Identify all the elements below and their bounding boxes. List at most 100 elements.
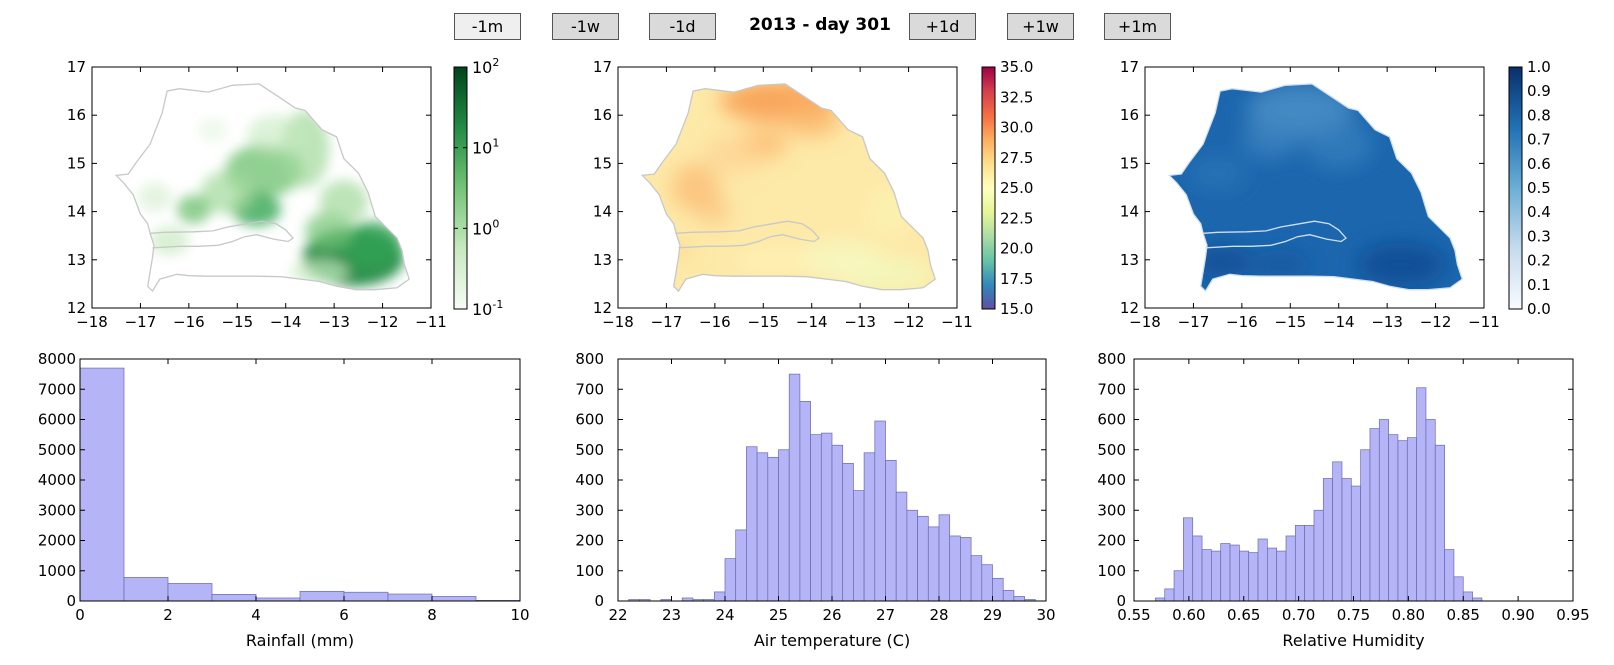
histogram-bar: [1397, 440, 1408, 602]
x-tick-label: −12: [367, 313, 399, 331]
y-tick-label: 17: [1120, 58, 1139, 76]
plus-one-week-button[interactable]: +1w: [1007, 13, 1074, 40]
histogram-bar: [810, 434, 822, 602]
histogram-bar: [1013, 596, 1025, 602]
histogram-bar: [927, 526, 940, 602]
histogram-bar: [1322, 478, 1333, 602]
histogram-bar: [1173, 570, 1184, 602]
colorbar-tick-label: 0.2: [1527, 252, 1551, 270]
histogram-bar: [299, 590, 345, 602]
x-tick-label: −12: [1420, 313, 1452, 331]
y-tick-label: 14: [67, 203, 86, 221]
histogram-bar: [853, 490, 865, 602]
plus-one-day-button[interactable]: +1d: [909, 13, 976, 40]
y-tick-label: 15: [1120, 154, 1139, 172]
x-tick-label: 24: [715, 606, 734, 624]
histogram-bar: [1266, 547, 1278, 602]
histogram-bar: [1453, 576, 1464, 602]
histogram-bar: [1183, 517, 1194, 602]
y-tick-label: 600: [575, 411, 604, 429]
colorbar-gradient: [453, 66, 468, 310]
x-tick-label: 6: [339, 606, 349, 624]
field-layer: [138, 110, 405, 287]
x-tick-label: 2: [163, 606, 173, 624]
histogram-bar: [885, 459, 897, 602]
x-tick-label: 25: [769, 606, 788, 624]
x-tick-label: −15: [1274, 313, 1306, 331]
histogram-bar: [1294, 525, 1306, 602]
x-tick-label: −16: [173, 313, 205, 331]
field-blob: [176, 194, 211, 224]
x-tick-label: 0.65: [1227, 606, 1260, 624]
y-tick-label: 13: [593, 251, 612, 269]
histogram-bar: [1350, 485, 1361, 602]
histogram-bar: [820, 432, 833, 602]
x-tick-label: −15: [747, 313, 779, 331]
x-tick-label: −11: [415, 313, 447, 331]
x-tick-label: 28: [929, 606, 948, 624]
x-tick-label: −14: [1323, 313, 1355, 331]
histogram-bar: [756, 452, 769, 602]
histogram-bar: [1406, 437, 1417, 602]
x-tick-label: 0.60: [1172, 606, 1205, 624]
x-tick-label: −17: [125, 313, 157, 331]
colorbar-tick-label: 15.0: [1000, 300, 1033, 318]
senegal-border: [1167, 83, 1463, 293]
x-tick-label: −16: [1226, 313, 1258, 331]
field-blob: [1188, 156, 1247, 190]
x-tick-label: 26: [822, 606, 841, 624]
histogram-bar: [735, 529, 747, 602]
minus-one-day-button[interactable]: -1d: [649, 13, 716, 40]
minus-one-month-button[interactable]: -1m: [454, 13, 521, 40]
temperature-colorbar: 15.0 17.5 20.0 22.5 25.0 27.5 30.0 32.5 35.0: [981, 58, 1033, 318]
humidity-histogram: 0.55 0.60 0.65 0.70 0.75 0.80 0.85 0.90 0.95 0 100…: [1097, 350, 1589, 650]
gambia-border: [1203, 220, 1347, 249]
histogram-bar: [1002, 590, 1015, 602]
x-axis-label: Rainfall (mm): [246, 631, 354, 650]
x-tick-label: −11: [941, 313, 973, 331]
histogram-bar: [1332, 461, 1343, 602]
colorbar-tick-label: 0.7: [1527, 131, 1551, 149]
histogram-bar: [1360, 449, 1371, 602]
histogram-bar: [746, 446, 758, 602]
colorbar-tick-label: 100: [472, 217, 499, 238]
rainfall-histogram: 0 2 4 6 8 10 0 1000 2000 3000 4000 5000 6000 7000 8000…: [38, 350, 530, 650]
field-blob: [290, 259, 349, 284]
histogram-bar: [1313, 509, 1324, 602]
histogram-bar: [1425, 419, 1436, 602]
y-tick-label: 800: [575, 350, 604, 368]
histogram-bar: [724, 558, 737, 602]
y-tick-label: 12: [67, 299, 86, 317]
field-blob: [200, 170, 255, 215]
x-tick-label: −18: [602, 313, 634, 331]
field-blob: [1193, 247, 1252, 277]
x-tick-label: −16: [699, 313, 731, 331]
y-tick-label: 300: [1097, 501, 1126, 519]
field-blob: [697, 197, 732, 227]
histogram-bar: [799, 401, 811, 602]
field-blob: [246, 115, 306, 154]
histogram-bar: [1239, 550, 1250, 602]
x-tick-label: −17: [1178, 313, 1210, 331]
colorbar-tick-label: 17.5: [1000, 270, 1033, 288]
y-tick-label: 700: [575, 380, 604, 398]
histogram-bar: [906, 509, 918, 602]
field-blob: [198, 117, 228, 142]
colorbar-tick-label: 0.1: [1527, 276, 1551, 294]
histogram-bar: [938, 514, 951, 602]
histogram-bar: [1341, 478, 1352, 602]
y-tick-label: 400: [575, 471, 604, 489]
x-tick-label: −14: [270, 313, 302, 331]
plus-one-month-button[interactable]: +1m: [1104, 13, 1171, 40]
minus-one-week-button[interactable]: -1w: [552, 13, 619, 40]
histogram-bar: [211, 593, 257, 602]
histogram-bar: [981, 564, 993, 602]
y-tick-label: 16: [67, 106, 86, 124]
histogram-bar: [1257, 538, 1268, 602]
histogram-bar: [831, 444, 844, 602]
histogram-bar: [79, 367, 125, 602]
histogram-bar: [874, 420, 886, 602]
rainfall-heatmap: [114, 83, 410, 293]
humidity-colorbar: 0.0 0.1 0.2 0.3 0.4 0.5 0.6 0.7 0.8 0.9 1.0: [1508, 58, 1551, 318]
gambia-border: [676, 220, 820, 249]
